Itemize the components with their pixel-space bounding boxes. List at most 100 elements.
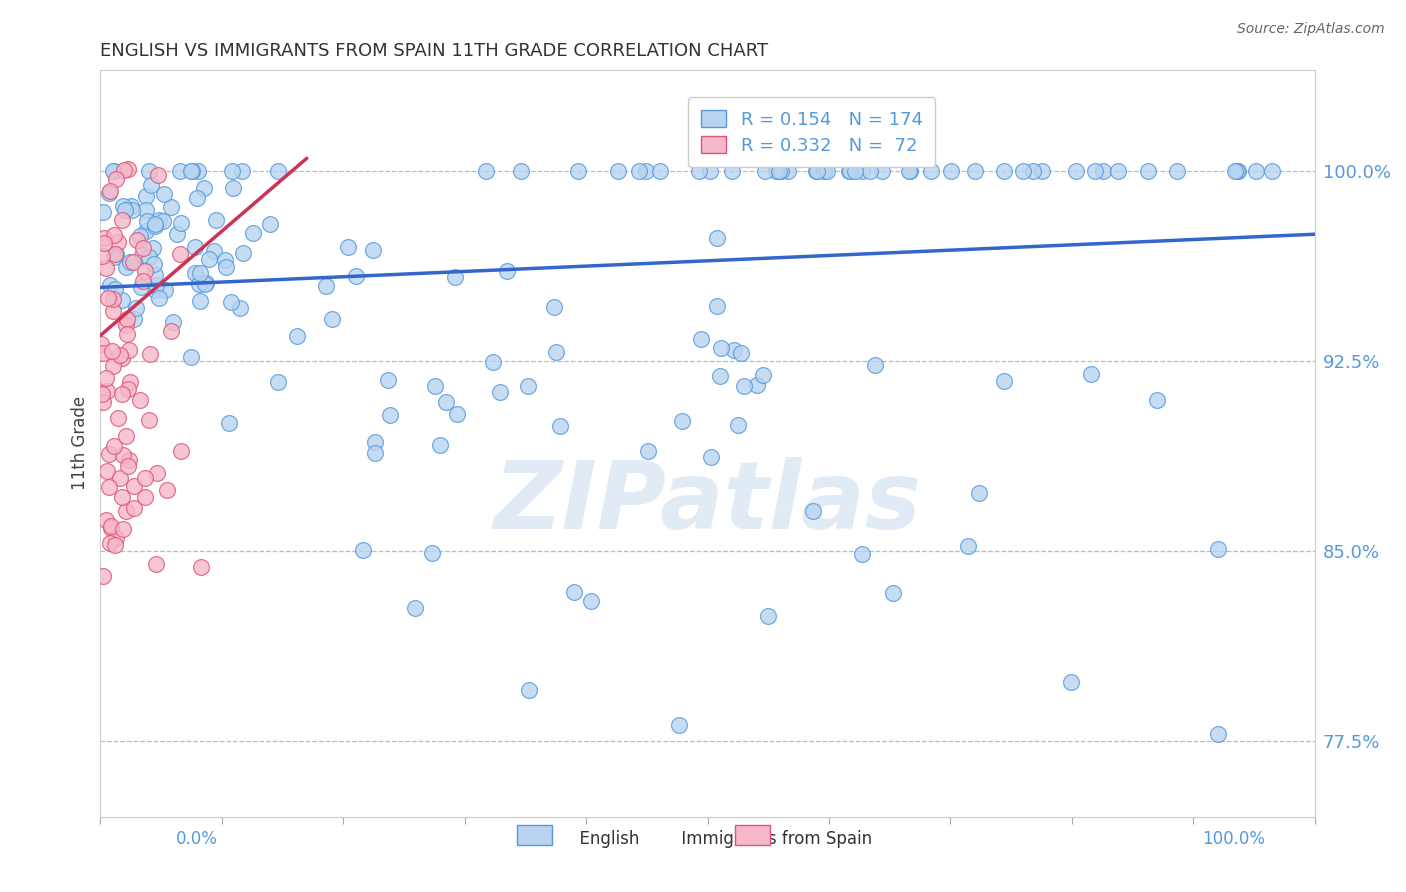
- Point: [1012, 164, 1035, 178]
- Point: [720, 164, 742, 178]
- Point: [115, 504, 138, 518]
- Point: [111, 522, 134, 536]
- Point: [118, 343, 141, 358]
- Point: [152, 213, 174, 227]
- Point: [706, 230, 728, 244]
- Point: [727, 417, 749, 432]
- Point: [315, 279, 337, 293]
- Point: [882, 586, 904, 600]
- Point: [135, 203, 157, 218]
- Point: [114, 203, 136, 218]
- Point: [1060, 675, 1083, 690]
- Point: [429, 438, 451, 452]
- Point: [104, 246, 127, 260]
- Point: [242, 226, 264, 240]
- Point: [377, 373, 399, 387]
- Point: [434, 394, 457, 409]
- Point: [138, 347, 160, 361]
- Point: [112, 163, 135, 178]
- Text: ZIPatlas: ZIPatlas: [494, 457, 921, 549]
- Point: [107, 235, 129, 249]
- Point: [105, 246, 128, 260]
- Point: [405, 601, 427, 615]
- Point: [127, 233, 149, 247]
- Point: [765, 164, 787, 178]
- Point: [706, 299, 728, 313]
- Point: [103, 292, 125, 306]
- Point: [232, 246, 254, 260]
- Point: [104, 282, 127, 296]
- Point: [162, 315, 184, 329]
- Point: [1031, 164, 1053, 178]
- Point: [98, 184, 121, 198]
- Point: [122, 312, 145, 326]
- Point: [103, 164, 125, 178]
- Point: [361, 243, 384, 257]
- Point: [169, 164, 191, 178]
- Point: [96, 384, 118, 398]
- Point: [111, 448, 134, 462]
- Point: [1223, 164, 1246, 178]
- Point: [117, 382, 139, 396]
- Point: [1206, 727, 1229, 741]
- Point: [115, 260, 138, 275]
- Point: [134, 470, 156, 484]
- Point: [1064, 164, 1087, 178]
- Point: [363, 434, 385, 449]
- Point: [859, 164, 882, 178]
- Point: [509, 164, 531, 178]
- Point: [546, 345, 568, 359]
- Point: [117, 458, 139, 473]
- Point: [425, 379, 447, 393]
- Point: [170, 444, 193, 458]
- Point: [1166, 164, 1188, 178]
- Y-axis label: 11th Grade: 11th Grade: [72, 396, 89, 491]
- Point: [851, 164, 873, 178]
- Point: [131, 248, 153, 262]
- Point: [122, 254, 145, 268]
- Point: [1261, 164, 1284, 178]
- Point: [180, 164, 202, 178]
- Point: [90, 248, 112, 262]
- Point: [754, 164, 776, 178]
- Point: [136, 213, 159, 227]
- Point: [957, 539, 980, 553]
- Point: [770, 164, 793, 178]
- Text: Source: ZipAtlas.com: Source: ZipAtlas.com: [1237, 22, 1385, 37]
- Point: [105, 172, 128, 186]
- Point: [710, 341, 733, 355]
- Point: [637, 443, 659, 458]
- Point: [941, 164, 963, 178]
- Point: [344, 268, 367, 283]
- Point: [756, 609, 779, 624]
- Point: [844, 164, 866, 178]
- Point: [143, 283, 166, 297]
- Point: [650, 164, 672, 178]
- Point: [135, 188, 157, 202]
- Point: [444, 269, 467, 284]
- Point: [101, 343, 124, 358]
- Point: [111, 490, 134, 504]
- Point: [548, 418, 571, 433]
- Point: [107, 410, 129, 425]
- Point: [993, 374, 1015, 388]
- Point: [115, 326, 138, 341]
- Text: 0.0%: 0.0%: [176, 830, 218, 847]
- Point: [91, 205, 114, 219]
- Point: [134, 490, 156, 504]
- Point: [1080, 368, 1102, 382]
- Point: [579, 593, 602, 607]
- Legend: R = 0.154   N = 174, R = 0.332   N =  72: R = 0.154 N = 174, R = 0.332 N = 72: [689, 97, 935, 168]
- Point: [142, 241, 165, 255]
- Point: [214, 253, 236, 268]
- Point: [198, 252, 221, 266]
- Point: [103, 538, 125, 552]
- Point: [132, 241, 155, 255]
- Point: [446, 407, 468, 421]
- Point: [730, 346, 752, 360]
- Point: [689, 332, 711, 346]
- Point: [723, 343, 745, 357]
- Point: [166, 227, 188, 241]
- Point: [184, 240, 207, 254]
- Point: [104, 531, 127, 545]
